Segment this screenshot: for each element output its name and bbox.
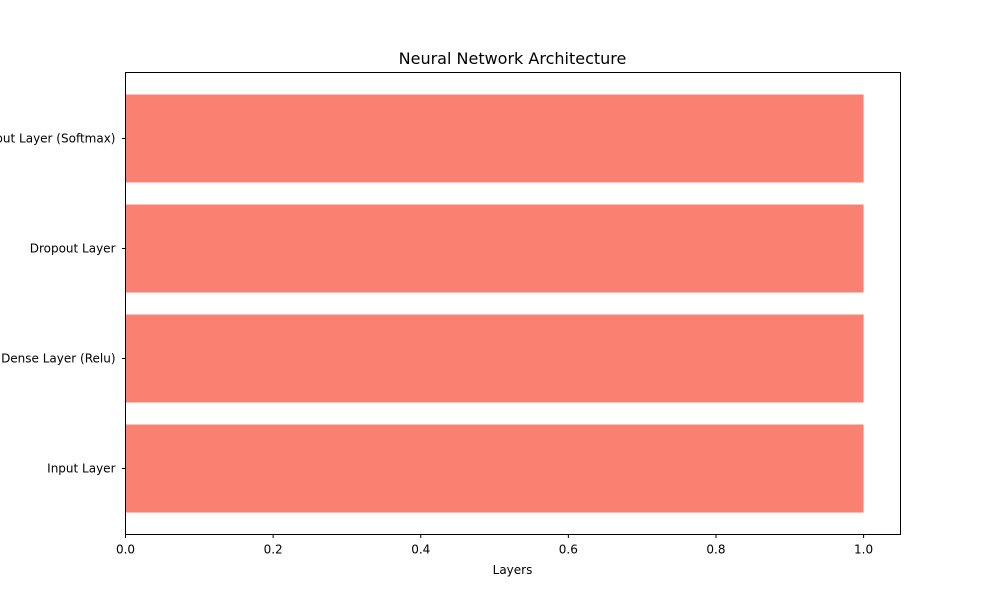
y-ticks-group: Input Layer Dense Layer (Relu) Dropout Lay… bbox=[0, 132, 126, 476]
y-tick-label: Dense Layer (Relu) bbox=[1, 352, 115, 366]
y-tick-label: Output Layer (Softmax) bbox=[0, 132, 116, 146]
x-tick-label: 0.8 bbox=[706, 543, 725, 557]
plot-frame bbox=[125, 72, 901, 535]
x-tick-label: 0.2 bbox=[264, 543, 283, 557]
x-ticks-group: 0.0 0.2 0.4 0.6 0.8 1.0 bbox=[116, 534, 873, 557]
bar bbox=[125, 424, 864, 513]
x-tick-label: 0.4 bbox=[411, 543, 430, 557]
bar bbox=[125, 314, 864, 403]
x-tick-label: 0.0 bbox=[116, 543, 135, 557]
bar bbox=[125, 204, 864, 293]
x-axis-label: Layers bbox=[493, 563, 533, 577]
y-tick-label: Input Layer bbox=[47, 462, 115, 476]
bar bbox=[125, 94, 864, 183]
x-tick-label: 1.0 bbox=[854, 543, 873, 557]
chart-title: Neural Network Architecture bbox=[399, 49, 627, 68]
y-tick-label: Dropout Layer bbox=[30, 242, 116, 256]
x-tick-label: 0.6 bbox=[559, 543, 578, 557]
bars-group bbox=[125, 94, 864, 513]
